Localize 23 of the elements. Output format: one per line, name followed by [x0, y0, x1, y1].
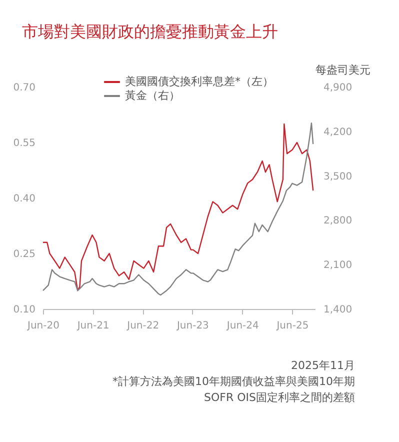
- x-tick-label: Jun-24: [226, 320, 259, 332]
- x-tick-label: Jun-23: [176, 320, 209, 332]
- y2-tick-label: 4,900: [324, 82, 352, 94]
- y2-tick-label: 1,400: [324, 304, 352, 316]
- y-tick-label: 0.40: [13, 194, 36, 204]
- y2-axis-title: 每盎司美元: [316, 64, 370, 76]
- y-tick-label: 0.25: [13, 249, 36, 260]
- y-tick-label: 0.55: [13, 138, 36, 149]
- legend-label: 美國國債交換利率息差*（左）: [125, 75, 274, 88]
- x-tick-label: Jun-21: [76, 320, 110, 332]
- chart-title: 市場對美國財政的擔憂推動黃金上升: [22, 22, 278, 43]
- text: *計算方法為美國10年期國債收益率與美國10年期 SOFR OIS固定利率之間的差額: [112, 374, 355, 406]
- y-tick-label: 0.10: [13, 304, 36, 316]
- x-tick-label: Jun-20: [26, 320, 60, 332]
- y2-tick-label: 3,500: [324, 171, 352, 182]
- x-tick-label: Jun-22: [126, 320, 160, 332]
- legend-label: 黃金（右）: [125, 89, 180, 102]
- y2-tick-label: 2,100: [324, 260, 352, 272]
- y2-tick-label: 4,200: [324, 126, 352, 138]
- y2-tick-label: 2,800: [324, 216, 352, 227]
- x-tick-label: Jun-25: [276, 320, 309, 332]
- text: 2025年11月: [290, 358, 355, 374]
- y-tick-label: 0.70: [13, 82, 36, 94]
